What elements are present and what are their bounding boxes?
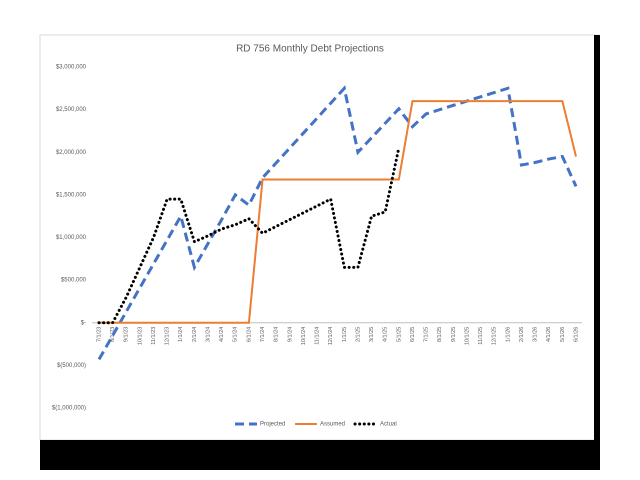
x-tick-label: 9/1/23 <box>124 327 130 342</box>
x-tick-label: 4/1/24 <box>219 327 225 342</box>
x-tick-label: 12/1/25 <box>492 327 498 345</box>
chart-area <box>39 34 599 441</box>
x-tick-label: 2/1/24 <box>192 327 198 342</box>
x-tick-label: 4/1/25 <box>383 327 389 342</box>
x-tick-label: 11/1/25 <box>478 327 484 345</box>
x-tick-label: 10/1/25 <box>464 327 470 345</box>
x-tick-label: 4/1/26 <box>546 327 552 342</box>
series-line <box>97 146 401 325</box>
legend-label: Assumed <box>320 422 345 428</box>
y-tick-label: $1,500,000 <box>56 192 87 198</box>
x-tick-label: 1/1/25 <box>342 327 348 342</box>
x-tick-label: 5/1/25 <box>396 327 402 342</box>
x-tick-label: 6/1/25 <box>410 327 416 342</box>
x-tick-label: 12/1/23 <box>165 327 171 345</box>
x-tick-label: 11/1/23 <box>151 327 157 345</box>
x-tick-label: 10/1/23 <box>137 327 143 345</box>
x-tick-label: 12/1/24 <box>328 327 334 345</box>
x-tick-label: 7/1/23 <box>96 327 102 342</box>
series-line <box>99 100 577 324</box>
x-tick-label: 7/1/24 <box>260 327 266 342</box>
legend-label: Actual <box>380 422 397 428</box>
x-tick-label: 9/1/25 <box>451 327 457 342</box>
series-line <box>97 85 578 361</box>
legend-label: Projected <box>260 422 285 428</box>
y-tick-label: $500,000 <box>61 278 87 284</box>
y-tick-label: $3,000,000 <box>56 65 87 71</box>
x-tick-label: 6/1/26 <box>573 327 579 342</box>
x-tick-label: 1/1/26 <box>505 327 511 342</box>
x-tick-label: 5/1/24 <box>233 327 239 342</box>
x-tick-label: 10/1/24 <box>301 327 307 345</box>
bottom-bar <box>40 440 600 470</box>
x-tick-label: 7/1/25 <box>424 327 430 342</box>
y-tick-label: $- <box>81 320 86 326</box>
x-tick-label: 5/1/26 <box>560 327 566 342</box>
x-tick-label: 2/1/26 <box>519 327 525 342</box>
y-tick-label: $2,000,000 <box>56 150 87 156</box>
x-tick-label: 8/1/24 <box>274 327 280 342</box>
y-tick-label: $(500,000) <box>57 363 86 369</box>
edge <box>594 35 600 440</box>
y-tick-label: $2,500,000 <box>56 107 87 113</box>
x-tick-label: 3/1/24 <box>205 327 211 342</box>
y-tick-label: $(1,000,000) <box>52 406 86 412</box>
chart-title: RD 756 Monthly Debt Projections <box>236 44 384 55</box>
x-tick-label: 11/1/24 <box>315 327 321 345</box>
y-tick-label: $1,000,000 <box>56 235 87 241</box>
x-tick-label: 2/1/25 <box>355 327 361 342</box>
x-tick-label: 6/1/24 <box>246 327 252 342</box>
x-tick-label: 1/1/24 <box>178 327 184 342</box>
x-tick-label: 3/1/25 <box>369 327 375 342</box>
x-tick-label: 9/1/24 <box>287 327 293 342</box>
x-tick-label: 3/1/26 <box>533 327 539 342</box>
x-tick-label: 8/1/25 <box>437 327 443 342</box>
